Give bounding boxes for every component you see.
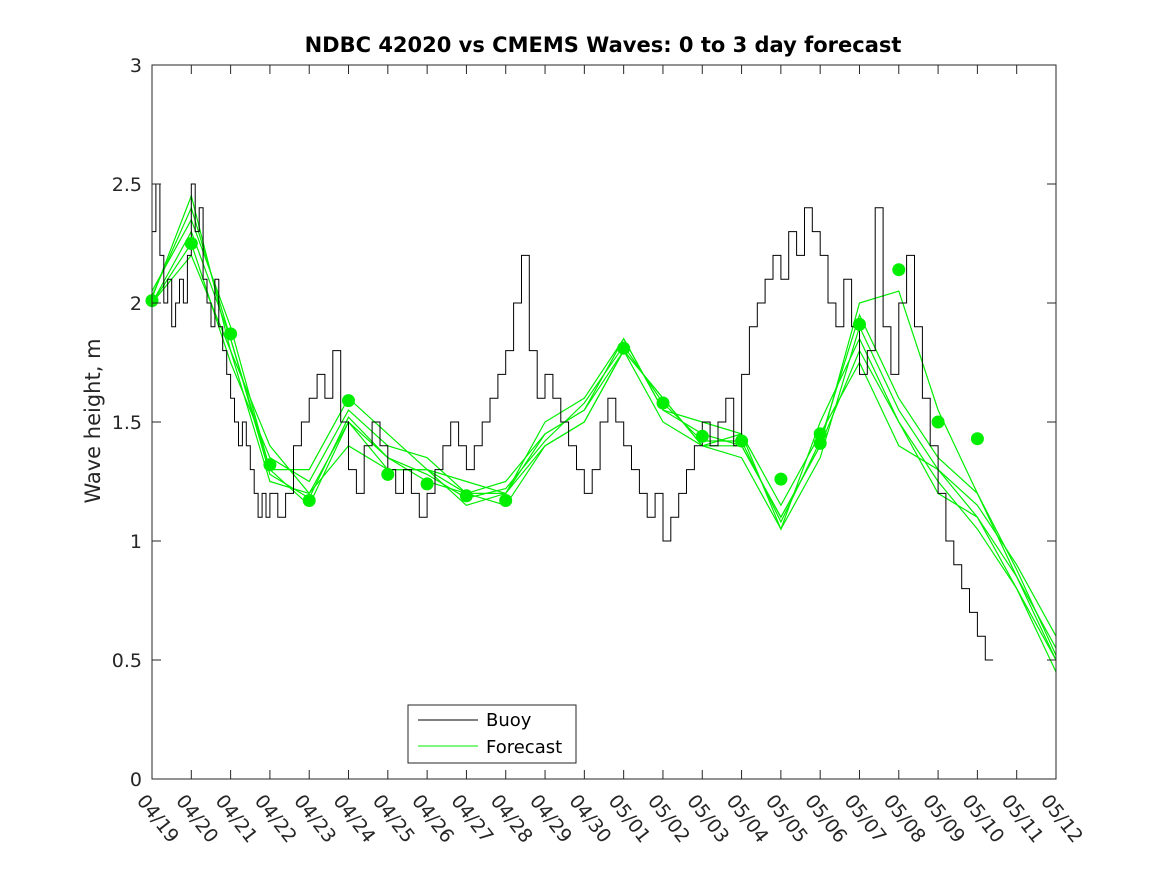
x-tick-label: 04/29 (525, 791, 576, 848)
x-tick-label: 05/10 (957, 791, 1008, 848)
legend: Buoy Forecast (407, 704, 577, 764)
x-tick-label: 04/24 (329, 791, 380, 848)
y-axis-label: Wave height, m (81, 338, 105, 503)
x-tick-label: 05/05 (761, 791, 812, 848)
y-axis: 0 0.5 1 1.5 2 2.5 3 (112, 55, 1056, 791)
forecast-marker (499, 494, 513, 507)
forecast-marker (774, 472, 788, 486)
forecast-marker (420, 477, 434, 491)
forecast-marker (813, 427, 827, 441)
forecast-marker (931, 415, 945, 429)
forecast-marker (735, 434, 749, 448)
y-tick-label: 0 (130, 769, 142, 791)
forecast-marker (813, 436, 827, 450)
forecast-marker (695, 429, 709, 443)
x-tick-label: 04/22 (250, 791, 301, 848)
y-tick-label: 2.5 (112, 174, 142, 196)
y-tick-label: 2 (130, 293, 142, 315)
x-tick-label: 05/07 (840, 791, 891, 848)
x-tick-label: 04/25 (368, 791, 419, 848)
forecast-marker (892, 263, 906, 277)
forecast-marker (459, 489, 473, 503)
legend-buoy-label: Buoy (486, 710, 532, 731)
x-tick-label: 04/27 (446, 791, 497, 848)
x-tick-label: 05/06 (800, 791, 851, 848)
forecast-marker (853, 317, 866, 331)
x-tick-label: 05/04 (722, 791, 773, 848)
forecast-marker (381, 467, 395, 481)
x-tick-label: 05/08 (879, 791, 930, 848)
x-tick-label: 04/30 (564, 791, 615, 848)
chart-title: NDBC 42020 vs CMEMS Waves: 0 to 3 day fo… (305, 33, 902, 57)
forecast-marker (302, 494, 316, 507)
forecast-marker (656, 396, 670, 410)
x-tick-label: 05/09 (918, 791, 969, 848)
legend-box (407, 704, 577, 764)
x-tick-label: 05/02 (643, 791, 694, 848)
forecast-line-5 (151, 254, 1057, 661)
forecast-marker (263, 458, 277, 472)
forecast-line-3 (151, 242, 1057, 649)
x-tick-label: 04/19 (132, 791, 183, 848)
y-tick-label: 1 (130, 531, 142, 553)
x-tick-label: 04/23 (289, 791, 340, 848)
forecast-line-6 (151, 206, 1057, 656)
x-tick-label: 05/03 (682, 791, 733, 848)
x-tick-label: 04/28 (486, 791, 537, 848)
x-tick-label: 05/12 (1036, 791, 1087, 848)
forecast-line-4 (151, 218, 1057, 637)
forecast-marker (184, 237, 198, 250)
y-tick-label: 1.5 (112, 412, 142, 434)
legend-forecast-label: Forecast (486, 737, 562, 758)
x-tick-label: 04/21 (211, 791, 262, 848)
x-tick-label: 05/11 (997, 791, 1048, 848)
forecast-marker (224, 327, 238, 341)
x-tick-label: 04/26 (407, 791, 458, 848)
y-tick-label: 3 (130, 55, 142, 77)
x-tick-label: 05/01 (604, 791, 655, 848)
x-tick-label: 04/20 (171, 791, 222, 848)
forecast-marker (617, 341, 631, 355)
buoy-line (152, 183, 994, 661)
forecast-marker (342, 394, 355, 408)
forecast-marker (970, 432, 984, 446)
y-tick-label: 0.5 (112, 650, 142, 672)
